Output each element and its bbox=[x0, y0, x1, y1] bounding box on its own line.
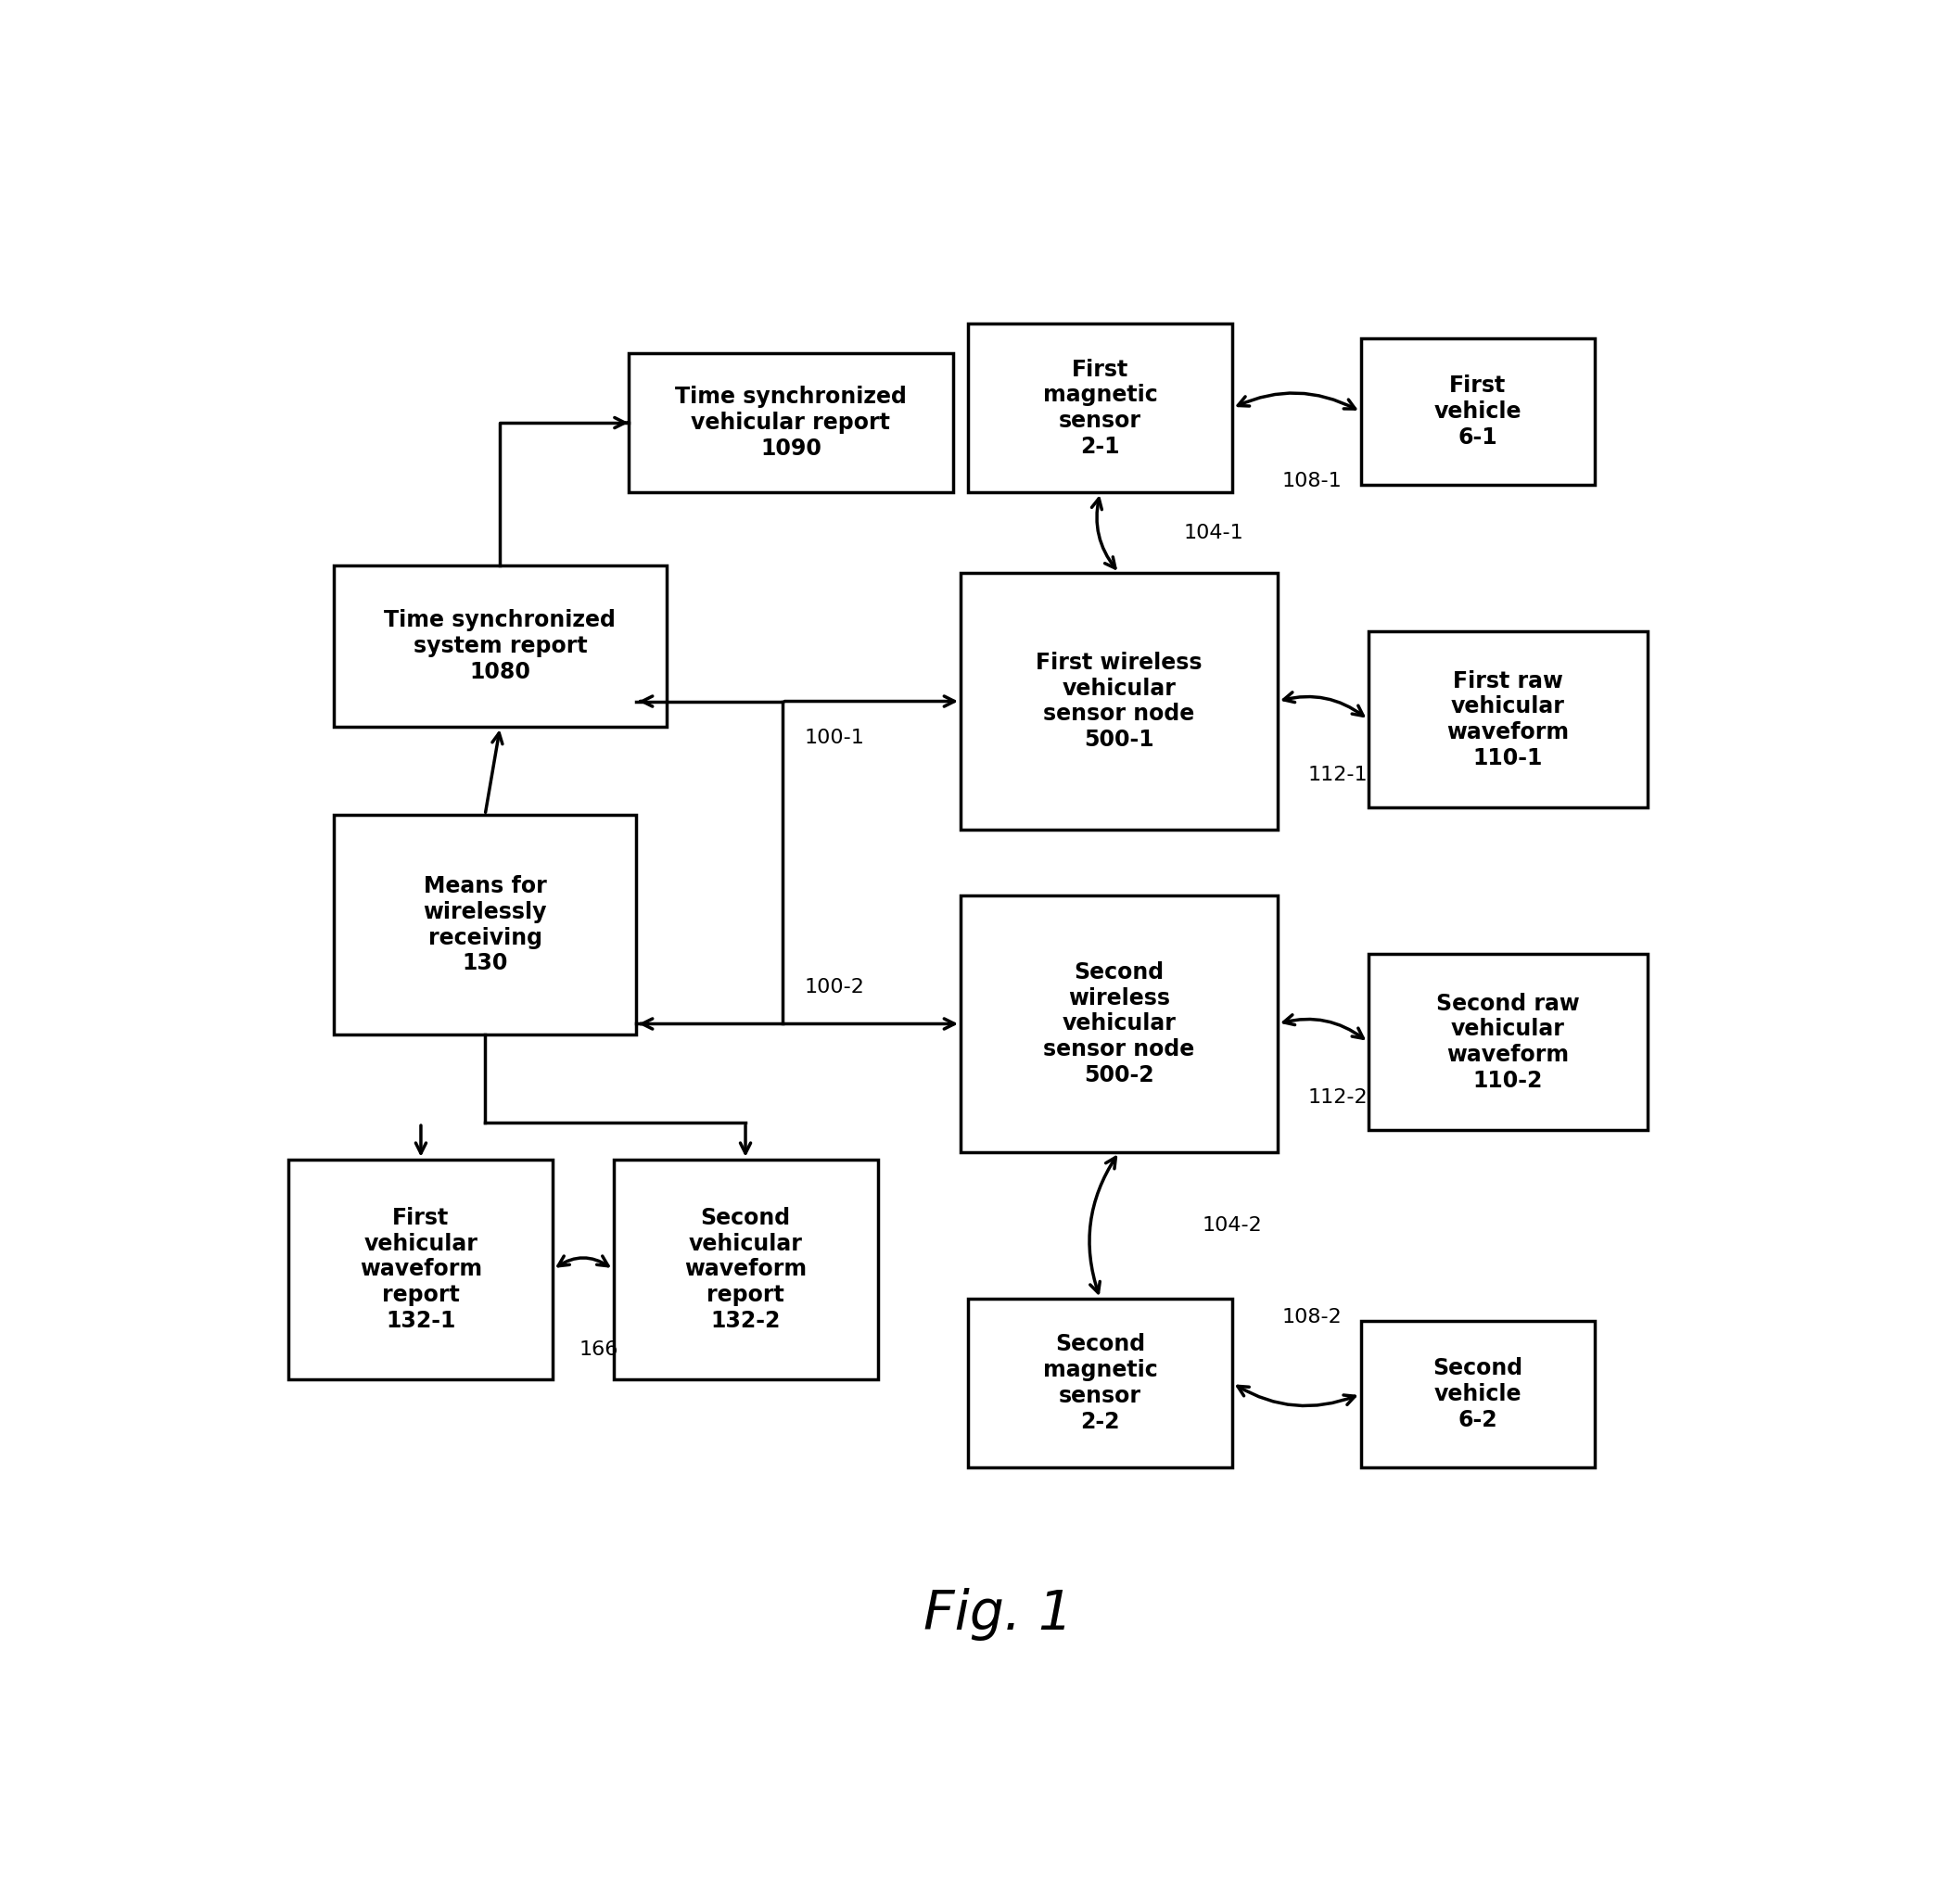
FancyBboxPatch shape bbox=[1367, 954, 1648, 1131]
FancyBboxPatch shape bbox=[960, 573, 1278, 830]
Text: 108-2: 108-2 bbox=[1282, 1308, 1342, 1327]
Text: 166: 166 bbox=[579, 1340, 618, 1359]
Text: First
vehicle
6-1: First vehicle 6-1 bbox=[1434, 375, 1521, 449]
Text: Time synchronized
system report
1080: Time synchronized system report 1080 bbox=[384, 609, 616, 684]
Text: Time synchronized
vehicular report
1090: Time synchronized vehicular report 1090 bbox=[674, 387, 906, 459]
Text: First raw
vehicular
waveform
110-1: First raw vehicular waveform 110-1 bbox=[1447, 670, 1570, 769]
Text: 100-1: 100-1 bbox=[805, 729, 865, 746]
Text: 108-1: 108-1 bbox=[1282, 472, 1342, 491]
FancyBboxPatch shape bbox=[629, 352, 953, 493]
Text: Second
wireless
vehicular
sensor node
500-2: Second wireless vehicular sensor node 50… bbox=[1044, 962, 1194, 1087]
FancyBboxPatch shape bbox=[968, 1299, 1233, 1468]
Text: Second
magnetic
sensor
2-2: Second magnetic sensor 2-2 bbox=[1042, 1333, 1157, 1434]
FancyBboxPatch shape bbox=[1367, 632, 1648, 807]
FancyBboxPatch shape bbox=[960, 895, 1278, 1152]
Text: 104-2: 104-2 bbox=[1202, 1217, 1262, 1234]
FancyBboxPatch shape bbox=[288, 1160, 553, 1378]
Text: First
magnetic
sensor
2-1: First magnetic sensor 2-1 bbox=[1042, 358, 1157, 457]
FancyBboxPatch shape bbox=[1360, 339, 1595, 486]
Text: Fig. 1: Fig. 1 bbox=[923, 1588, 1073, 1641]
FancyBboxPatch shape bbox=[1360, 1321, 1595, 1468]
Text: 112-2: 112-2 bbox=[1307, 1087, 1367, 1106]
Text: Second raw
vehicular
waveform
110-2: Second raw vehicular waveform 110-2 bbox=[1436, 992, 1580, 1091]
Text: 104-1: 104-1 bbox=[1184, 524, 1243, 543]
Text: 100-2: 100-2 bbox=[805, 979, 865, 996]
FancyBboxPatch shape bbox=[968, 324, 1233, 493]
Text: First wireless
vehicular
sensor node
500-1: First wireless vehicular sensor node 500… bbox=[1036, 651, 1202, 750]
FancyBboxPatch shape bbox=[614, 1160, 877, 1378]
FancyBboxPatch shape bbox=[335, 815, 635, 1036]
Text: Means for
wirelessly
receiving
130: Means for wirelessly receiving 130 bbox=[423, 876, 547, 975]
Text: Second
vehicle
6-2: Second vehicle 6-2 bbox=[1432, 1358, 1523, 1432]
FancyBboxPatch shape bbox=[335, 565, 666, 727]
Text: Second
vehicular
waveform
report
132-2: Second vehicular waveform report 132-2 bbox=[684, 1207, 806, 1333]
Text: 112-1: 112-1 bbox=[1307, 765, 1367, 784]
Text: First
vehicular
waveform
report
132-1: First vehicular waveform report 132-1 bbox=[360, 1207, 483, 1333]
